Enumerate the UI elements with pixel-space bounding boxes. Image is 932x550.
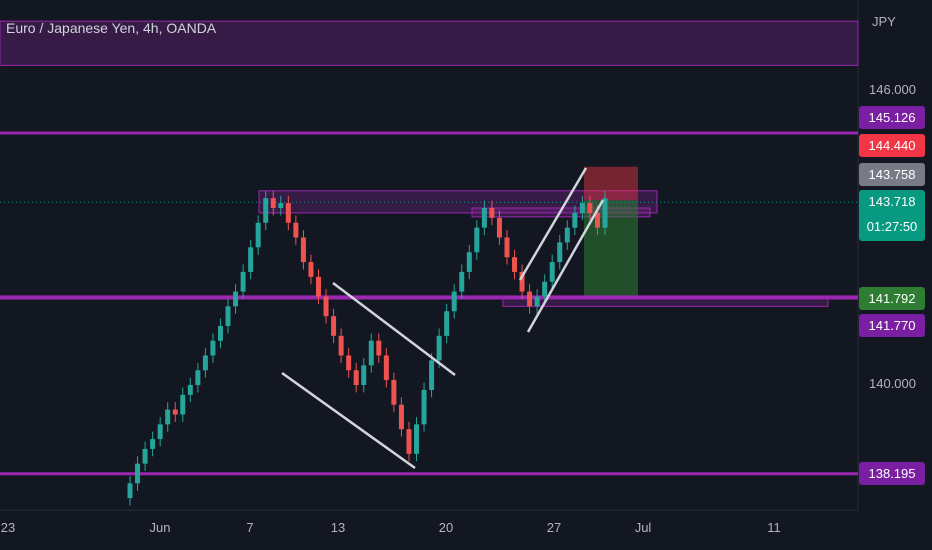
candle-body-28	[338, 335, 344, 356]
candle-body-33	[376, 340, 382, 356]
candle-body-37	[406, 429, 412, 454]
x-label-7: 7	[246, 520, 254, 535]
price-badge-141-770: 141.770	[859, 314, 925, 337]
candle-body-17	[255, 222, 261, 248]
x-label-20: 20	[438, 520, 454, 535]
candle-body-22	[293, 222, 299, 238]
candle-body-27	[331, 316, 337, 336]
candle-body-2	[142, 448, 148, 464]
candle-body-26	[323, 296, 329, 317]
zone-3	[502, 298, 829, 307]
candle-body-1	[135, 463, 141, 484]
x-label-23: 23	[0, 520, 16, 535]
trendline-2	[518, 167, 588, 281]
candle-body-34	[383, 355, 389, 381]
x-label-jun: Jun	[149, 520, 171, 535]
candle-body-52	[519, 271, 525, 292]
candle-body-9	[195, 370, 201, 385]
candle-body-10	[202, 355, 208, 371]
candle-body-32	[368, 340, 374, 366]
candle-body-55	[542, 281, 548, 297]
candle-body-36	[398, 404, 404, 430]
candle-body-58	[564, 227, 570, 243]
candle-body-31	[361, 365, 367, 385]
x-label-11: 11	[767, 520, 781, 535]
chart-title: Euro / Japanese Yen, 4h, OANDA	[6, 20, 217, 36]
candle-body-4	[157, 424, 163, 440]
candle-body-18	[263, 198, 269, 223]
trendline-3	[526, 199, 605, 333]
candle-body-43	[451, 291, 457, 312]
x-label-jul: Jul	[634, 520, 652, 535]
y-tick-146: 146.000	[869, 82, 916, 97]
x-label-27: 27	[546, 520, 562, 535]
candle-body-57	[557, 242, 563, 263]
y-tick-140: 140.000	[869, 376, 916, 391]
candle-body-62	[594, 212, 600, 228]
candle-body-0	[127, 483, 133, 499]
price-badge-141-792: 141.792	[859, 287, 925, 310]
candle-body-30	[353, 370, 359, 385]
candle-body-54	[534, 296, 540, 307]
candle-body-46	[474, 227, 480, 253]
candle-body-42	[444, 311, 450, 336]
zone-0	[0, 20, 859, 66]
candle-body-11	[210, 340, 216, 356]
candle-body-14	[233, 291, 239, 307]
candle-body-41	[436, 335, 442, 361]
candle-countdown: 01:27:50	[859, 213, 925, 241]
price-badge-145-126: 145.126	[859, 106, 925, 129]
candle-body-59	[572, 212, 578, 228]
candle-body-13	[225, 306, 231, 326]
candle-body-49	[496, 217, 502, 238]
candle-body-40	[429, 360, 435, 390]
candle-body-21	[285, 203, 291, 223]
candle-body-38	[414, 424, 420, 454]
candle-body-15	[240, 271, 246, 292]
candle-body-7	[180, 394, 186, 415]
candle-body-5	[165, 409, 171, 425]
candle-body-24	[308, 262, 314, 277]
price-badge-144-440: 144.440	[859, 134, 925, 157]
candle-body-16	[248, 247, 254, 272]
price-badge-138-195: 138.195	[859, 462, 925, 485]
price-badge-143-758: 143.758	[859, 163, 925, 186]
candle-body-29	[346, 355, 352, 371]
candle-body-48	[489, 208, 495, 218]
candle-body-25	[315, 276, 321, 297]
candle-body-12	[217, 326, 223, 341]
candle-body-39	[421, 389, 427, 425]
x-label-13: 13	[330, 520, 346, 535]
candle-body-8	[187, 385, 193, 395]
candle-body-50	[504, 237, 510, 258]
candle-body-63	[602, 198, 608, 228]
last-price-badge: 143.718	[859, 190, 925, 213]
candle-body-20	[278, 203, 284, 208]
candle-body-60	[579, 203, 585, 213]
candle-body-19	[270, 198, 276, 208]
candle-body-47	[481, 208, 487, 228]
stop-loss-area	[584, 166, 638, 201]
candle-body-44	[459, 271, 465, 292]
candle-body-3	[150, 439, 156, 449]
trendline-0	[332, 282, 456, 376]
candle-body-56	[549, 262, 555, 282]
candle-body-45	[466, 252, 472, 272]
candle-body-6	[172, 409, 178, 415]
currency-label: JPY	[872, 14, 896, 29]
candle-body-23	[300, 237, 306, 263]
take-profit-area	[584, 200, 638, 297]
candle-body-51	[512, 257, 518, 272]
candle-body-35	[391, 380, 397, 405]
trendline-1	[281, 371, 416, 470]
candle-body-61	[587, 203, 593, 213]
candle-body-53	[527, 291, 533, 307]
